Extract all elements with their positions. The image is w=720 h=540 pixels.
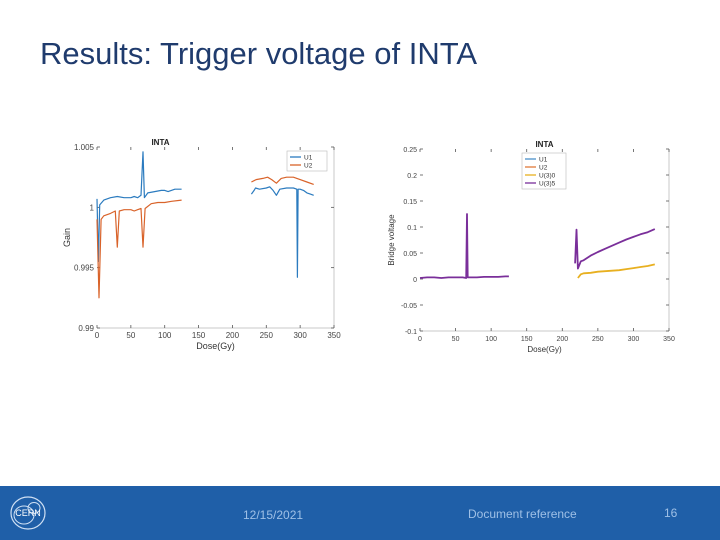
footer-reference: Document reference [468,507,577,521]
y-tick-label: 0.99 [78,324,94,333]
legend-label: U1 [304,155,313,162]
footer-date: 12/15/2021 [243,508,304,522]
x-tick-label: 250 [260,331,274,340]
y-axis-label: Bridge voltage [387,214,396,266]
x-tick-label: 50 [126,331,135,340]
series-line-3 [574,228,656,270]
legend-label: U2 [539,165,548,172]
series-line-0 [250,186,314,278]
series-line-1 [96,199,182,299]
chart-title: INTA [151,138,169,147]
x-tick-label: 200 [226,331,240,340]
x-tick-label: 300 [628,336,640,343]
x-tick-label: 150 [192,331,206,340]
y-tick-label: 0.995 [74,264,95,273]
series-line-0 [96,151,182,263]
series-line-1 [251,176,314,185]
y-tick-label: 0 [413,277,417,284]
x-tick-label: 200 [556,336,568,343]
x-axis-label: Dose(Gy) [196,341,235,351]
footer-bar: CERN 12/15/2021 Document reference 16 [0,486,720,540]
legend-label: U(3)5 [539,181,556,188]
x-tick-label: 0 [95,331,100,340]
x-tick-label: 300 [293,331,307,340]
y-tick-label: 0.05 [403,251,417,258]
x-tick-label: 150 [521,336,533,343]
series-line-3 [419,213,509,279]
y-tick-label: -0.1 [405,329,417,336]
y-tick-label: 0.1 [407,225,417,232]
y-tick-label: 1.005 [74,143,95,152]
x-tick-label: 50 [452,336,460,343]
chart-title: INTA [535,140,553,149]
legend-label: U2 [304,163,313,170]
x-tick-label: 350 [663,336,675,343]
y-tick-label: 0.2 [407,173,417,180]
y-tick-label: -0.05 [401,303,417,310]
page-number: 16 [664,506,678,520]
y-tick-label: 0.15 [403,199,417,206]
x-tick-label: 100 [158,331,172,340]
gain-chart: INTA 0 50 100 150 200 250 300 350 0.99 0.995 1 1.005… [62,138,341,351]
plot-area [97,147,334,328]
x-axis-label: Dose(Gy) [527,345,562,354]
cern-logo-text: CERN [15,508,41,518]
series-line-2 [577,263,655,279]
legend-box [286,150,328,172]
y-tick-label: 0.25 [403,147,417,154]
x-tick-label: 350 [327,331,341,340]
x-tick-label: 0 [418,336,422,343]
y-tick-label: 1 [90,203,95,212]
y-axis-label: Gain [62,228,72,247]
bridge-voltage-chart: INTA 0 50 100 150 200 250 300 350 -0.1 -0.05 0 0.05 0… [387,140,675,354]
legend-label: U(3)0 [539,173,556,180]
legend-label: U1 [539,157,548,164]
x-tick-label: 250 [592,336,604,343]
cern-logo-icon: CERN [10,496,46,530]
slide-title: Results: Trigger voltage of INTA [40,36,478,71]
x-tick-label: 100 [485,336,497,343]
